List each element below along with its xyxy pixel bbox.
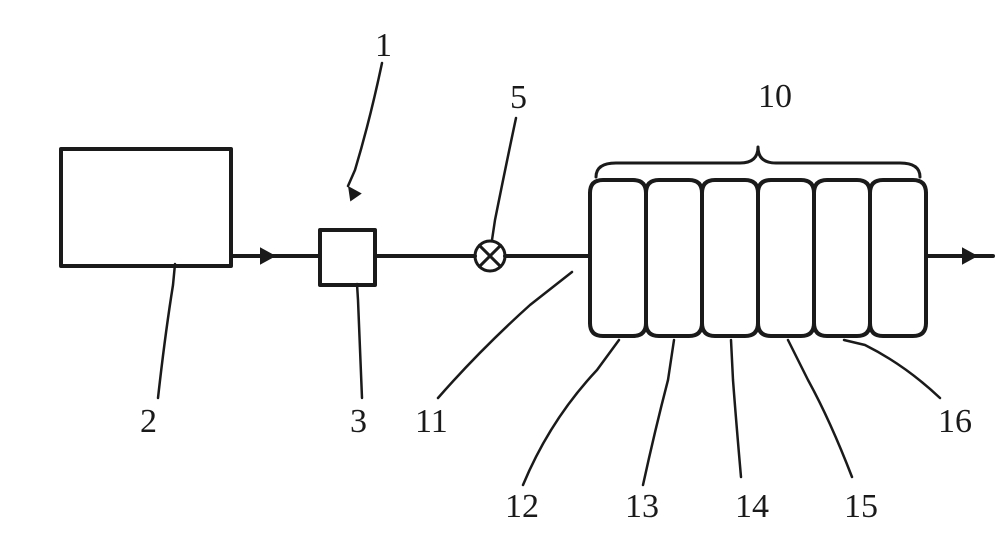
label-5-text: 5 <box>510 79 527 116</box>
label-13-text: 13 <box>625 488 659 525</box>
label-14-text: 14 <box>735 488 769 525</box>
label-2: 2 <box>140 264 175 440</box>
label-11-text: 11 <box>415 403 448 440</box>
label-16-text: 16 <box>938 403 972 440</box>
label-12: 12 <box>505 340 619 525</box>
valve-5-icon <box>475 241 505 271</box>
diagram-canvas: 151023111213141516 <box>0 0 1000 548</box>
block-2 <box>61 149 231 266</box>
label-10: 10 <box>596 78 920 177</box>
label-15: 15 <box>788 340 878 525</box>
label-5: 5 <box>492 79 527 240</box>
label-11: 11 <box>415 272 572 440</box>
label-1: 1 <box>348 27 392 186</box>
label-16: 16 <box>844 340 972 440</box>
label-14: 14 <box>731 340 769 525</box>
label-1-text: 1 <box>375 27 392 64</box>
block-3 <box>320 230 375 285</box>
label-12-text: 12 <box>505 488 539 525</box>
label-3: 3 <box>350 284 367 440</box>
label-15-text: 15 <box>844 488 878 525</box>
label-13: 13 <box>625 340 674 525</box>
radiator-10 <box>590 180 926 336</box>
label-10-text: 10 <box>758 78 792 115</box>
label-2-text: 2 <box>140 403 157 440</box>
label-3-text: 3 <box>350 403 367 440</box>
